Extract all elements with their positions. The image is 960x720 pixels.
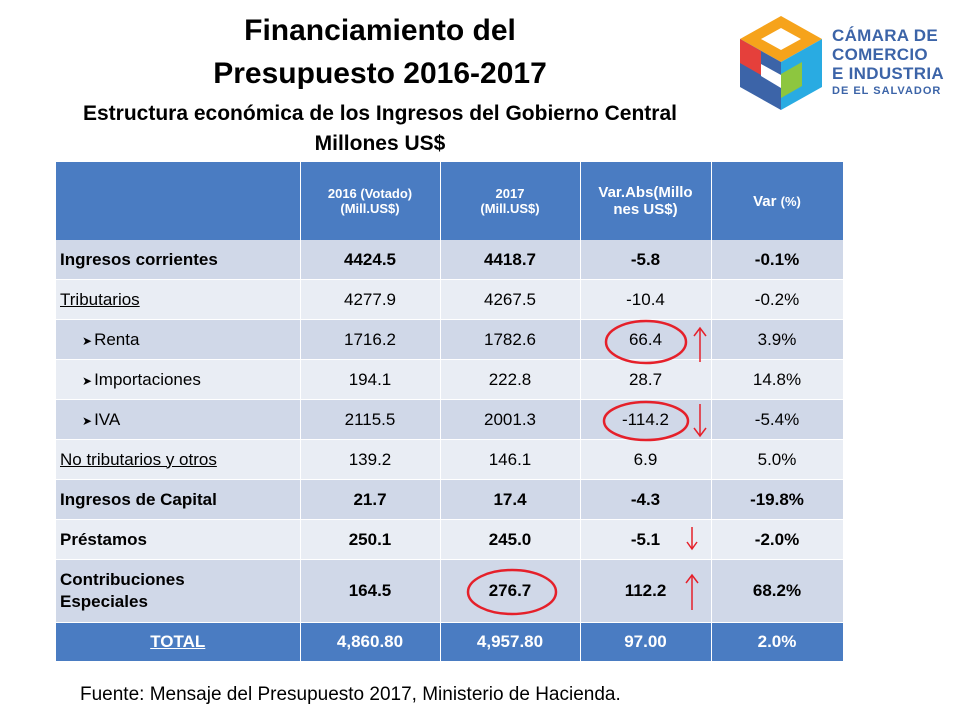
source-note: Fuente: Mensaje del Presupuesto 2017, Mi… [80,684,621,705]
cell-2016: 194.1 [300,359,441,400]
total-row: TOTAL 4,860.80 4,957.80 97.00 2.0% [56,622,844,662]
title-line-2: Presupuesto 2016-2017 [213,57,547,90]
total-2017: 4,957.80 [440,622,581,662]
logo-line-4: DE EL SALVADOR [832,85,942,97]
row-label: ➤ Renta [56,319,301,360]
cell-var-pct: 14.8% [711,359,844,400]
header-var-abs: Var.Abs(Millo nes US$) [580,162,712,240]
cell-var-pct: -2.0% [711,519,844,560]
bullet-arrow-icon: ➤ [82,373,93,388]
table-row: Préstamos 250.1 245.0 -5.1 -2.0% [56,519,844,560]
cell-2016: 1716.2 [300,319,441,360]
cell-var-abs: -114.2 [580,399,712,440]
cell-2016: 164.5 [300,559,441,623]
cell-var-abs: 66.4 [580,319,712,360]
subtitle-line-1: Estructura económica de los Ingresos del… [83,102,677,125]
chamber-logo: CÁMARA DE COMERCIO E INDUSTRIA DE EL SAL… [736,14,946,114]
row-label: Préstamos [56,519,301,560]
cell-var-pct: -19.8% [711,479,844,520]
cell-var-abs: 6.9 [580,439,712,480]
title-line-1: Financiamiento del [244,14,516,47]
table-row: Contribuciones Especiales 164.5 276.7 11… [56,559,844,623]
table-row: Tributarios 4277.9 4267.5 -10.4 -0.2% [56,279,844,320]
row-label: ➤ IVA [56,399,301,440]
bullet-arrow-icon: ➤ [82,413,93,428]
table-row: ➤ Importaciones 194.1 222.8 28.7 14.8% [56,359,844,400]
cell-2017: 1782.6 [440,319,581,360]
cell-2016: 250.1 [300,519,441,560]
logo-wordmark: CÁMARA DE COMERCIO E INDUSTRIA DE EL SAL… [832,26,944,99]
row-label: Contribuciones Especiales [56,559,301,623]
bullet-arrow-icon: ➤ [82,333,93,348]
cell-2017: 17.4 [440,479,581,520]
cell-2016: 4424.5 [300,240,441,280]
cell-2016: 21.7 [300,479,441,520]
cell-2017: 2001.3 [440,399,581,440]
cell-var-abs: 28.7 [580,359,712,400]
total-var-pct: 2.0% [711,622,844,662]
row-label: Ingresos de Capital [56,479,301,520]
cell-2016: 4277.9 [300,279,441,320]
cell-var-abs: -5.1 [580,519,712,560]
logo-line-3: E INDUSTRIA [832,64,944,83]
table-header-row: 2016 (Votado) (Mill.US$) 2017 (Mill.US$)… [56,162,844,240]
header-label [56,162,301,240]
cell-var-abs: -4.3 [580,479,712,520]
subtitle-line-2: Millones US$ [314,132,446,155]
cell-var-pct: 5.0% [711,439,844,480]
row-label: Tributarios [56,279,301,320]
cell-2017: 276.7 [440,559,581,623]
table-row: Ingresos de Capital 21.7 17.4 -4.3 -19.8… [56,479,844,520]
cell-var-pct: -5.4% [711,399,844,440]
table-row: ➤ Renta 1716.2 1782.6 66.4 3.9% [56,319,844,360]
cell-2017: 4418.7 [440,240,581,280]
table-row: ➤ IVA 2115.5 2001.3 -114.2 -5.4% [56,399,844,440]
revenue-table: 2016 (Votado) (Mill.US$) 2017 (Mill.US$)… [56,162,844,662]
header-var-pct: Var (%) [711,162,844,240]
table-row: Ingresos corrientes 4424.5 4418.7 -5.8 -… [56,240,844,280]
row-label: Ingresos corrientes [56,240,301,280]
cell-var-pct: -0.1% [711,240,844,280]
cell-var-pct: -0.2% [711,279,844,320]
logo-line-1: CÁMARA DE [832,26,938,45]
total-2016: 4,860.80 [300,622,441,662]
cell-2017: 245.0 [440,519,581,560]
cell-var-pct: 68.2% [711,559,844,623]
total-var-abs: 97.00 [580,622,712,662]
total-label: TOTAL [56,622,301,662]
cell-2016: 2115.5 [300,399,441,440]
table-row: No tributarios y otros 139.2 146.1 6.9 5… [56,439,844,480]
header-2016: 2016 (Votado) (Mill.US$) [300,162,441,240]
cell-var-abs: -10.4 [580,279,712,320]
logo-line-2: COMERCIO [832,45,928,64]
cell-2017: 222.8 [440,359,581,400]
cube-logo-icon [740,16,822,110]
cell-var-abs: -5.8 [580,240,712,280]
cell-2017: 146.1 [440,439,581,480]
header-2017: 2017 (Mill.US$) [440,162,581,240]
cell-var-abs: 112.2 [580,559,712,623]
row-label: No tributarios y otros [56,439,301,480]
cell-2017: 4267.5 [440,279,581,320]
row-label: ➤ Importaciones [56,359,301,400]
cell-2016: 139.2 [300,439,441,480]
cell-var-pct: 3.9% [711,319,844,360]
